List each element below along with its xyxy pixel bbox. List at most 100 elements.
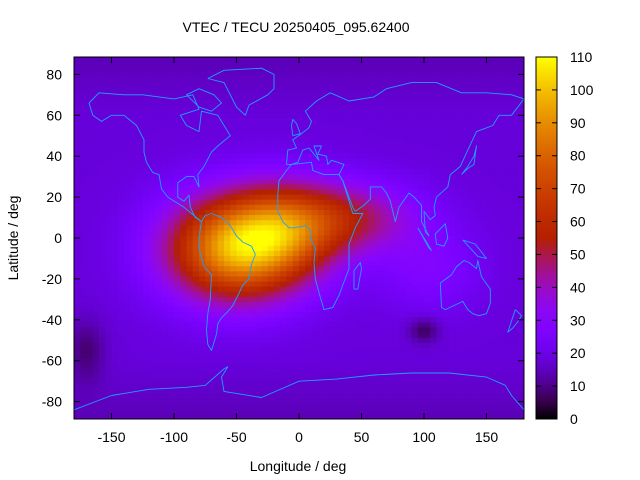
heatmap-cell xyxy=(299,250,306,256)
heatmap-cell xyxy=(324,301,331,308)
heatmap-cell xyxy=(411,280,419,287)
heatmap-cell xyxy=(186,408,194,415)
heatmap-cell xyxy=(267,270,275,277)
heatmap-cell xyxy=(161,388,169,395)
heatmap-cell xyxy=(461,291,469,297)
heatmap-cell xyxy=(117,383,125,389)
heatmap-cell xyxy=(249,71,256,78)
heatmap-cell xyxy=(424,173,431,180)
heatmap-cell xyxy=(367,326,375,333)
heatmap-cell xyxy=(292,66,300,72)
heatmap-cell xyxy=(167,388,175,395)
heatmap-cell xyxy=(249,301,256,308)
heatmap-cell xyxy=(467,178,475,185)
heatmap-cell xyxy=(330,393,338,400)
heatmap-cell xyxy=(499,229,506,236)
heatmap-cell xyxy=(180,316,188,323)
heatmap-cell xyxy=(174,122,181,129)
heatmap-cell xyxy=(111,142,119,149)
heatmap-cell xyxy=(461,96,469,103)
heatmap-cell xyxy=(342,393,350,400)
heatmap-cell xyxy=(442,393,450,400)
heatmap-cell xyxy=(330,81,338,88)
heatmap-cell xyxy=(217,66,225,72)
heatmap-cell xyxy=(317,347,325,354)
heatmap-cell xyxy=(436,383,444,389)
heatmap-cell xyxy=(342,163,350,170)
heatmap-cell xyxy=(292,137,300,144)
heatmap-cell xyxy=(505,188,513,195)
heatmap-cell xyxy=(161,255,169,262)
heatmap-cell xyxy=(74,332,81,338)
heatmap-cell xyxy=(255,148,263,154)
heatmap-cell xyxy=(467,229,475,236)
heatmap-cell xyxy=(99,342,106,349)
heatmap-cell xyxy=(336,57,344,62)
heatmap-cell xyxy=(467,214,475,221)
heatmap-cell xyxy=(486,306,494,313)
heatmap-cell xyxy=(330,316,338,323)
heatmap-cell xyxy=(161,352,169,359)
heatmap-cell xyxy=(324,270,331,277)
heatmap-cell xyxy=(467,296,475,302)
heatmap-cell xyxy=(324,378,331,384)
heatmap-cell xyxy=(211,71,219,78)
heatmap-cell xyxy=(424,326,431,333)
heatmap-cell xyxy=(274,342,281,349)
heatmap-cell xyxy=(336,337,344,343)
heatmap-cell xyxy=(317,209,325,216)
heatmap-cell xyxy=(161,219,169,226)
heatmap-cell xyxy=(149,301,156,308)
heatmap-cell xyxy=(449,183,456,190)
heatmap-cell xyxy=(167,352,175,359)
heatmap-cell xyxy=(305,229,313,236)
heatmap-cell xyxy=(130,306,138,313)
heatmap-cell xyxy=(349,332,356,338)
heatmap-cell xyxy=(86,173,94,180)
heatmap-cell xyxy=(286,250,294,256)
heatmap-cell xyxy=(261,137,269,144)
heatmap-cell xyxy=(461,214,469,221)
heatmap-cell xyxy=(367,127,375,134)
heatmap-cell xyxy=(436,137,444,144)
heatmap-cell xyxy=(192,255,200,262)
heatmap-cell xyxy=(192,240,200,246)
heatmap-cell xyxy=(130,357,138,364)
heatmap-cell xyxy=(411,347,419,354)
heatmap-cell xyxy=(386,398,394,405)
heatmap-cell xyxy=(205,245,213,251)
heatmap-cell xyxy=(480,362,488,369)
heatmap-cell xyxy=(442,122,450,129)
heatmap-cell xyxy=(242,86,250,93)
heatmap-cell xyxy=(86,107,94,113)
heatmap-cell xyxy=(436,332,444,338)
heatmap-cell xyxy=(311,326,319,333)
heatmap-cell xyxy=(286,296,294,302)
heatmap-cell xyxy=(380,413,388,419)
heatmap-cell xyxy=(317,388,325,395)
heatmap-cell xyxy=(130,178,138,185)
heatmap-cell xyxy=(105,383,113,389)
heatmap-cell xyxy=(405,224,413,231)
heatmap-cell xyxy=(211,408,219,415)
heatmap-cell xyxy=(342,66,350,72)
heatmap-cell xyxy=(224,188,231,195)
heatmap-cell xyxy=(317,383,325,389)
heatmap-cell xyxy=(492,107,500,113)
heatmap-cell xyxy=(105,240,113,246)
heatmap-cell xyxy=(374,214,381,221)
heatmap-cell xyxy=(255,265,263,272)
heatmap-cell xyxy=(349,219,356,226)
heatmap-cell xyxy=(99,408,106,415)
heatmap-cell xyxy=(367,148,375,154)
heatmap-cell xyxy=(149,316,156,323)
heatmap-cell xyxy=(274,275,281,282)
heatmap-cell xyxy=(255,57,263,62)
heatmap-cell xyxy=(411,357,419,364)
heatmap-cell xyxy=(311,219,319,226)
heatmap-cell xyxy=(149,229,156,236)
heatmap-cell xyxy=(411,234,419,241)
heatmap-cell xyxy=(436,337,444,343)
heatmap-cell xyxy=(311,367,319,374)
heatmap-cell xyxy=(392,137,400,144)
